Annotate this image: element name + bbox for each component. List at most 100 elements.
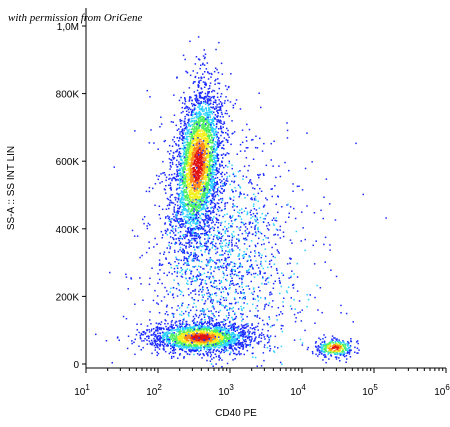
data-point	[184, 203, 186, 205]
data-point	[203, 76, 205, 79]
data-point	[160, 327, 163, 330]
data-point	[179, 131, 181, 133]
data-point	[173, 218, 175, 221]
data-point	[194, 151, 197, 153]
data-points	[95, 36, 387, 368]
data-point	[192, 217, 194, 219]
data-point	[197, 157, 199, 160]
data-point	[234, 341, 237, 343]
data-point	[189, 108, 192, 111]
data-point	[214, 83, 216, 85]
data-point	[250, 339, 252, 341]
data-point	[190, 224, 193, 227]
data-point	[183, 216, 185, 218]
data-point	[156, 328, 159, 330]
data-point	[138, 331, 140, 334]
data-point	[204, 194, 206, 197]
data-point	[201, 108, 204, 110]
data-point	[178, 169, 180, 172]
data-point	[192, 125, 194, 128]
data-point	[241, 331, 244, 333]
data-point	[212, 183, 214, 185]
data-point	[212, 238, 215, 240]
data-point	[204, 56, 206, 59]
data-point	[233, 318, 236, 320]
data-point	[189, 328, 191, 330]
data-point	[236, 326, 238, 329]
data-point	[201, 105, 204, 108]
data-point	[171, 329, 173, 331]
data-point	[184, 126, 187, 129]
data-point	[214, 340, 216, 342]
data-point	[205, 326, 207, 328]
data-point	[183, 344, 185, 347]
data-point	[215, 131, 217, 133]
data-point	[223, 332, 225, 334]
data-point	[209, 355, 212, 358]
data-point	[151, 352, 153, 355]
data-point	[212, 342, 214, 344]
data-point	[179, 120, 182, 122]
data-point	[173, 334, 175, 337]
data-point	[163, 348, 165, 350]
data-point	[225, 349, 228, 351]
data-point	[200, 178, 202, 181]
data-point	[213, 211, 215, 213]
data-point	[164, 319, 166, 321]
data-point	[201, 127, 203, 129]
data-point	[209, 151, 211, 153]
data-point	[198, 93, 201, 95]
data-point	[208, 180, 210, 182]
data-point	[200, 157, 203, 160]
data-point	[176, 345, 178, 347]
data-point	[220, 134, 222, 137]
data-point	[196, 198, 198, 200]
data-point	[207, 71, 209, 73]
data-point	[186, 107, 189, 109]
data-point	[195, 189, 198, 191]
data-point	[195, 223, 197, 225]
data-point	[184, 132, 187, 134]
data-point	[201, 195, 203, 197]
data-point	[200, 345, 203, 347]
data-point	[240, 353, 242, 355]
data-point	[218, 168, 220, 170]
data-point	[180, 267, 182, 269]
data-point	[227, 129, 229, 132]
data-point	[190, 181, 192, 184]
data-point	[197, 171, 199, 174]
data-point	[190, 139, 192, 142]
data-point	[193, 325, 195, 328]
data-point	[198, 204, 201, 206]
data-point	[185, 333, 187, 336]
data-point	[182, 202, 185, 204]
data-point	[185, 351, 188, 353]
data-point	[205, 162, 207, 164]
data-point	[181, 191, 183, 193]
data-point	[182, 340, 185, 342]
data-point	[176, 220, 178, 223]
data-point	[179, 220, 181, 222]
data-point	[214, 164, 216, 166]
data-point	[200, 322, 203, 325]
data-point	[202, 330, 205, 333]
data-point	[196, 115, 198, 117]
data-point	[188, 152, 190, 154]
data-point	[203, 348, 206, 351]
data-point	[195, 176, 198, 178]
data-point	[212, 166, 214, 169]
data-point	[212, 337, 215, 340]
data-point	[213, 116, 215, 119]
data-point	[188, 170, 191, 173]
data-point	[195, 95, 198, 97]
data-point	[175, 175, 178, 178]
data-point	[204, 208, 207, 211]
data-point	[223, 181, 226, 184]
data-point	[221, 343, 223, 345]
data-point	[245, 335, 247, 337]
data-point	[216, 141, 219, 143]
data-point	[266, 335, 269, 338]
data-point	[193, 181, 196, 183]
data-point	[225, 336, 228, 338]
data-point	[207, 152, 209, 154]
